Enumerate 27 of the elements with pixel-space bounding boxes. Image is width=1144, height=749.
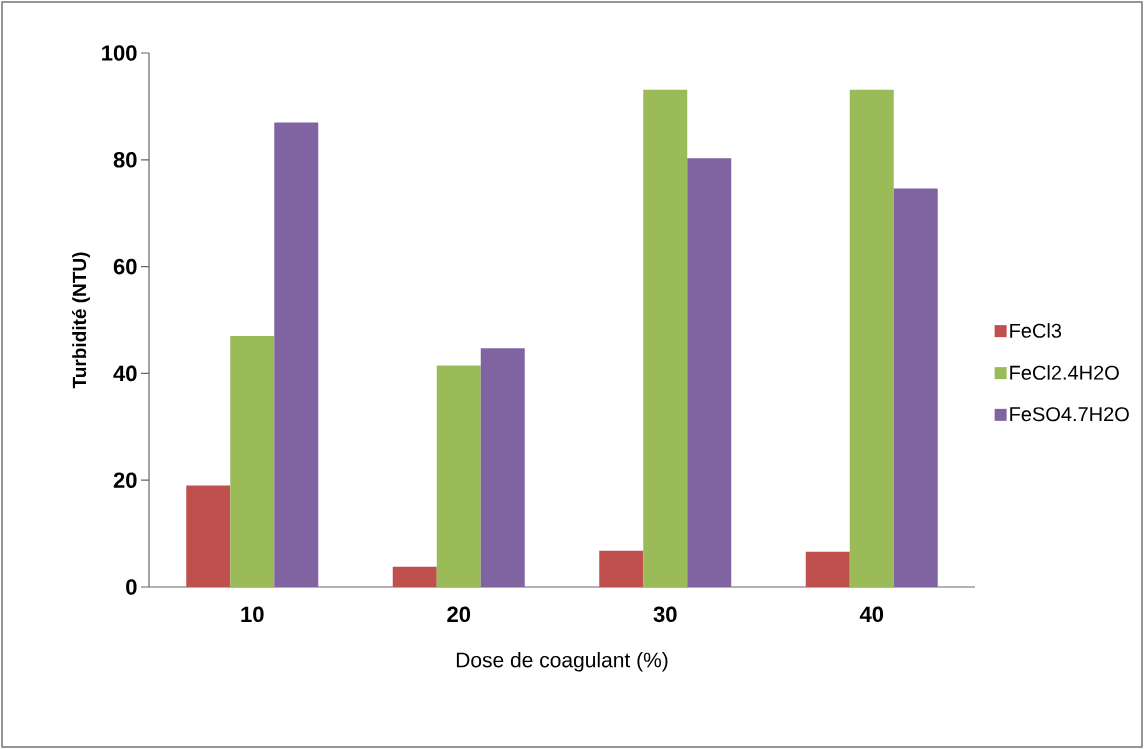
bar bbox=[436, 365, 481, 587]
y-tick-label: 60 bbox=[113, 258, 137, 275]
y-tick-label: 40 bbox=[113, 365, 137, 382]
bar bbox=[274, 122, 319, 587]
y-tick-label: 20 bbox=[113, 472, 137, 488]
legend-label: FeCl3 bbox=[1010, 323, 1062, 338]
bar bbox=[805, 551, 850, 587]
bar bbox=[480, 348, 525, 587]
bar bbox=[893, 188, 938, 587]
bar bbox=[392, 566, 437, 587]
y-tick-label: 0 bbox=[126, 579, 137, 595]
y-tick-label: 80 bbox=[113, 151, 137, 168]
y-axis-title: Turbidité (NTU) bbox=[72, 252, 90, 389]
bar bbox=[643, 89, 688, 587]
x-tick-label: 30 bbox=[653, 606, 677, 623]
bar bbox=[186, 485, 231, 587]
bar bbox=[599, 550, 644, 587]
x-tick-label: 10 bbox=[241, 606, 264, 623]
legend-label: FeSO4.7H2O bbox=[1010, 407, 1129, 422]
bar bbox=[687, 158, 732, 587]
bar bbox=[230, 336, 275, 587]
bar bbox=[849, 89, 894, 587]
x-tick-label: 20 bbox=[447, 606, 471, 623]
y-tick-label: 100 bbox=[102, 45, 137, 61]
legend-label: FeCl2.4H2O bbox=[1010, 365, 1119, 380]
x-axis-title: Dose de coagulant (%) bbox=[456, 652, 668, 672]
x-tick-label: 40 bbox=[859, 606, 884, 623]
